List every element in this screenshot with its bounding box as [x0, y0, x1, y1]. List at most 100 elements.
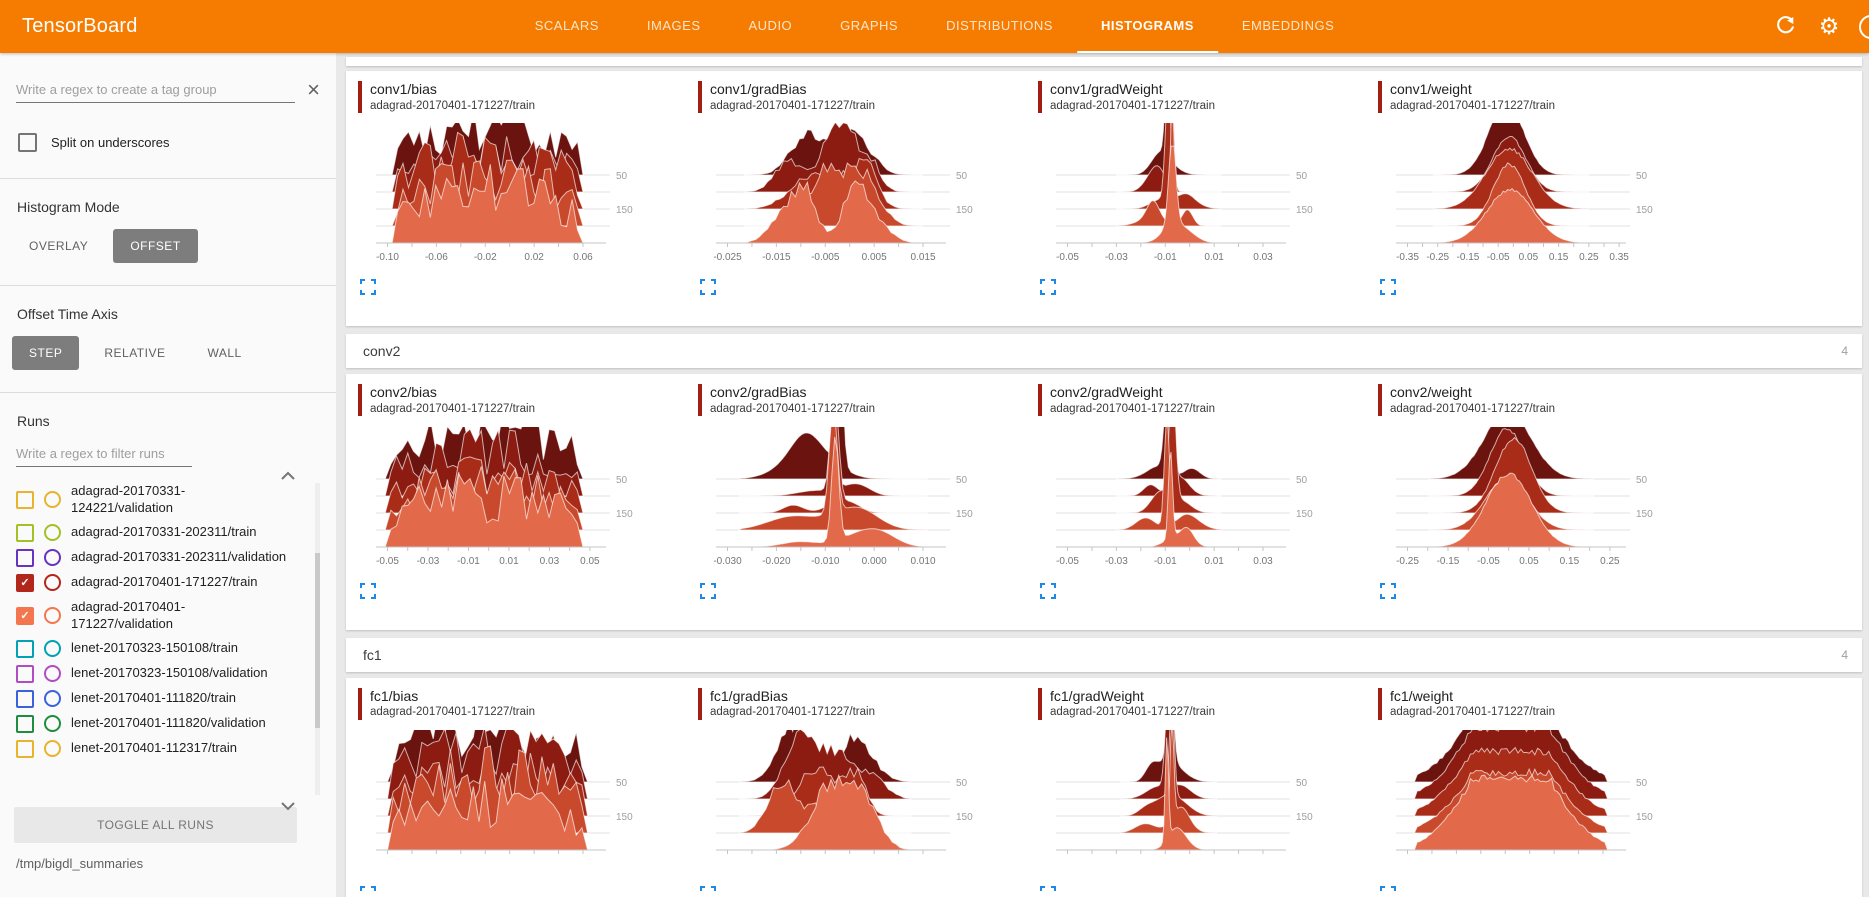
run-color-radio[interactable]	[44, 740, 61, 758]
fullscreen-icon[interactable]	[1040, 279, 1056, 296]
run-filter-input[interactable]	[16, 441, 192, 467]
navbar-actions: ⚙	[1773, 15, 1841, 39]
runs-scrollbar-thumb[interactable]	[315, 553, 320, 728]
histogram-chart[interactable]: 50 150 -0.030 -0.020 -0.010 0.000 0.010	[698, 426, 1020, 579]
run-checkbox[interactable]	[16, 548, 34, 567]
svg-text:-0.05: -0.05	[1056, 556, 1079, 567]
section-title: fc1	[363, 646, 382, 663]
tab-graphs[interactable]: GRAPHS	[840, 18, 899, 33]
run-color-radio[interactable]	[44, 715, 61, 733]
run-color-radio[interactable]	[44, 549, 61, 567]
tab-scalars[interactable]: SCALARS	[534, 18, 599, 33]
top-navbar: TensorBoard SCALARS IMAGES AUDIO GRAPHS DIST…	[0, 0, 1869, 53]
mode-overlay-button[interactable]: OVERLAY	[12, 229, 105, 263]
run-color-radio[interactable]	[44, 640, 61, 658]
histogram-chart[interactable]: 50 150	[1038, 730, 1360, 882]
svg-text:0.03: 0.03	[1253, 252, 1273, 263]
run-color-radio[interactable]	[44, 607, 61, 625]
chart-card: conv1/gradBias adagrad-20170401-171227/tr…	[698, 81, 1033, 300]
tab-images[interactable]: IMAGES	[646, 18, 701, 33]
histogram-chart[interactable]: 50 150 -0.10 -0.06 -0.02 0.02 0.06	[358, 123, 680, 275]
fullscreen-icon[interactable]	[1040, 886, 1056, 897]
tab-histograms[interactable]: HISTOGRAMS	[1076, 0, 1218, 53]
run-checkbox[interactable]	[16, 714, 34, 733]
close-icon[interactable]: ×	[307, 77, 320, 102]
run-color-radio[interactable]	[44, 574, 61, 592]
run-row[interactable]: adagrad-20170331-124221/validation	[16, 483, 308, 517]
chart-title: fc1/gradWeight	[1050, 687, 1144, 704]
fullscreen-icon[interactable]	[1380, 582, 1396, 599]
refresh-icon[interactable]	[1773, 15, 1797, 39]
histogram-chart[interactable]: 50 150	[358, 730, 680, 882]
run-checkbox[interactable]	[16, 490, 34, 509]
histogram-chart[interactable]: 50 150 -0.05 -0.03 -0.01 0.01 0.03	[1038, 426, 1360, 579]
run-row[interactable]: lenet-20170401-111820/train	[16, 689, 308, 708]
run-row[interactable]: lenet-20170323-150108/train	[16, 639, 308, 658]
run-row[interactable]: lenet-20170401-111820/validation	[16, 714, 308, 733]
histogram-chart[interactable]: 50 150 -0.35 -0.25 -0.15 -0.05 0.05 0.15 0.25 0.3…	[1378, 123, 1700, 275]
fullscreen-icon[interactable]	[700, 886, 716, 897]
checkbox-icon[interactable]	[18, 133, 37, 152]
svg-text:-0.35: -0.35	[1396, 252, 1419, 263]
axis-step-button[interactable]: STEP	[12, 336, 80, 370]
run-row[interactable]: ✓ adagrad-20170401-171227/train	[16, 573, 308, 592]
histogram-chart[interactable]: 50 150	[698, 730, 1020, 882]
fullscreen-icon[interactable]	[360, 279, 376, 296]
run-color-radio[interactable]	[44, 665, 61, 683]
axis-relative-button[interactable]: RELATIVE	[87, 336, 182, 370]
tag-filter-input[interactable]	[16, 77, 296, 103]
chart-title: conv1/gradBias	[710, 81, 807, 97]
tab-embeddings[interactable]: EMBEDDINGS	[1241, 18, 1335, 33]
svg-text:-0.03: -0.03	[417, 556, 440, 567]
fullscreen-icon[interactable]	[700, 582, 716, 599]
run-color-radio[interactable]	[44, 524, 61, 542]
chart-title-row: fc1/gradBias adagrad-20170401-171227/trai…	[698, 687, 1033, 720]
run-row[interactable]: lenet-20170323-150108/validation	[16, 664, 308, 683]
svg-text:-0.020: -0.020	[762, 556, 791, 567]
chart-run-name: adagrad-20170401-171227/train	[1390, 99, 1555, 112]
run-row[interactable]: ✓ adagrad-20170401-171227/validation	[16, 599, 308, 633]
run-checkbox[interactable]	[16, 664, 34, 683]
svg-text:-0.10: -0.10	[376, 252, 399, 263]
run-color-radio[interactable]	[44, 491, 61, 509]
split-underscores-checkbox[interactable]: Split on underscores	[18, 133, 320, 152]
fullscreen-icon[interactable]	[360, 886, 376, 897]
run-row[interactable]: adagrad-20170331-202311/train	[16, 523, 308, 542]
svg-text:-0.02: -0.02	[474, 252, 497, 263]
fullscreen-icon[interactable]	[1040, 582, 1056, 599]
section-header-fc1[interactable]: fc1 4	[346, 637, 1862, 672]
run-checkbox[interactable]	[16, 523, 34, 542]
fullscreen-icon[interactable]	[1380, 886, 1396, 897]
toggle-all-runs-button[interactable]: TOGGLE ALL RUNS	[14, 807, 297, 843]
chevron-up-icon[interactable]	[280, 471, 296, 481]
run-color-marker	[358, 384, 362, 417]
tab-distributions[interactable]: DISTRIBUTIONS	[946, 18, 1053, 33]
histogram-chart[interactable]: 50 150 -0.05 -0.03 -0.01 0.01 0.03 0.05	[358, 426, 680, 579]
section-header-conv2[interactable]: conv2 4	[346, 334, 1862, 369]
chart-title: conv1/gradWeight	[1050, 81, 1163, 97]
histogram-chart[interactable]: 50 150 -0.25 -0.15 -0.05 0.05 0.15 0.25	[1378, 426, 1700, 579]
run-row[interactable]: adagrad-20170331-202311/validation	[16, 548, 308, 567]
fullscreen-icon[interactable]	[1380, 279, 1396, 296]
histogram-chart[interactable]: 50 150	[1378, 730, 1700, 882]
histogram-chart[interactable]: 50 150 -0.05 -0.03 -0.01 0.01 0.03	[1038, 123, 1360, 275]
axis-wall-button[interactable]: WALL	[190, 336, 258, 370]
tab-audio[interactable]: AUDIO	[748, 18, 793, 33]
run-checkbox[interactable]: ✓	[16, 573, 34, 592]
section-count: 4	[1841, 344, 1848, 359]
run-checkbox[interactable]: ✓	[16, 606, 34, 625]
fullscreen-icon[interactable]	[700, 279, 716, 296]
run-checkbox[interactable]	[16, 739, 34, 758]
settings-icon[interactable]: ⚙	[1818, 13, 1840, 39]
mode-offset-button[interactable]: OFFSET	[113, 229, 198, 263]
run-checkbox[interactable]	[16, 639, 34, 658]
help-icon[interactable]	[1859, 15, 1869, 39]
run-checkbox[interactable]	[16, 689, 34, 708]
run-color-radio[interactable]	[44, 690, 61, 708]
fullscreen-icon[interactable]	[360, 582, 376, 599]
chevron-down-icon[interactable]	[280, 801, 296, 811]
histogram-chart[interactable]: 50 150 -0.025 -0.015 -0.005 0.005 0.015	[698, 123, 1020, 275]
run-row[interactable]: lenet-20170401-112317/train	[16, 739, 308, 758]
log-directory-path: /tmp/bigdl_summaries	[16, 856, 144, 871]
